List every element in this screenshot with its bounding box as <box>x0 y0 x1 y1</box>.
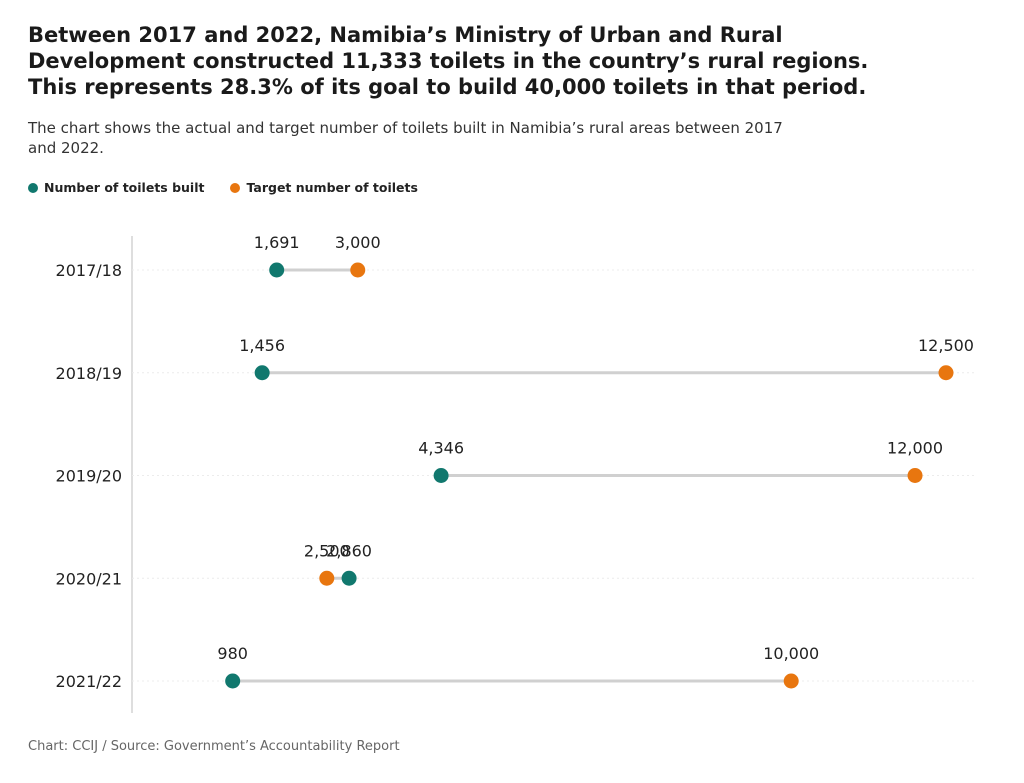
y-tick-label: 2020/21 <box>56 569 122 588</box>
chart-subtitle: The chart shows the actual and target nu… <box>28 119 783 157</box>
legend-item-target: Target number of toilets <box>230 180 418 195</box>
data-label-target: 2,500 <box>304 541 350 560</box>
dot-target <box>319 570 335 586</box>
title-line: Development constructed 11,333 toilets i… <box>28 49 869 73</box>
data-label-target: 3,000 <box>335 233 381 252</box>
legend-swatch-built <box>28 182 38 193</box>
legend-label-target: Target number of toilets <box>246 180 418 195</box>
data-label-built: 1,456 <box>239 336 285 355</box>
dot-target <box>938 365 954 381</box>
dot-target <box>907 468 923 483</box>
legend: Number of toilets built Target number of… <box>28 180 418 195</box>
dot-built <box>433 468 449 483</box>
data-label-built: 980 <box>217 644 248 663</box>
dot-built <box>254 365 270 381</box>
data-label-built: 4,346 <box>418 439 464 458</box>
y-tick-label: 2019/20 <box>56 467 122 486</box>
legend-label-built: Number of toilets built <box>44 180 205 195</box>
dot-built <box>341 570 357 586</box>
data-label-target: 12,500 <box>918 336 974 355</box>
data-label-built: 2,860 <box>326 541 372 560</box>
y-tick-label: 2017/18 <box>56 261 122 280</box>
legend-swatch-target <box>230 182 241 193</box>
dot-built <box>225 673 241 689</box>
chart-footer: Chart: CCIJ / Source: Government’s Accou… <box>28 739 400 754</box>
dot-built <box>269 262 285 278</box>
y-tick-label: 2018/19 <box>56 364 122 383</box>
chart-title: Between 2017 and 2022, Namibia’s Ministr… <box>28 22 928 100</box>
legend-item-built: Number of toilets built <box>28 180 204 195</box>
data-label-built: 1,691 <box>254 233 300 252</box>
dot-target <box>783 673 799 689</box>
dot-target <box>350 262 366 278</box>
data-label-target: 10,000 <box>763 644 819 663</box>
title-line: This represents 28.3% of its goal to bui… <box>28 75 867 99</box>
title-line: Between 2017 and 2022, Namibia’s Ministr… <box>28 23 783 47</box>
data-label-target: 12,000 <box>887 439 943 458</box>
y-tick-label: 2021/22 <box>56 672 122 691</box>
